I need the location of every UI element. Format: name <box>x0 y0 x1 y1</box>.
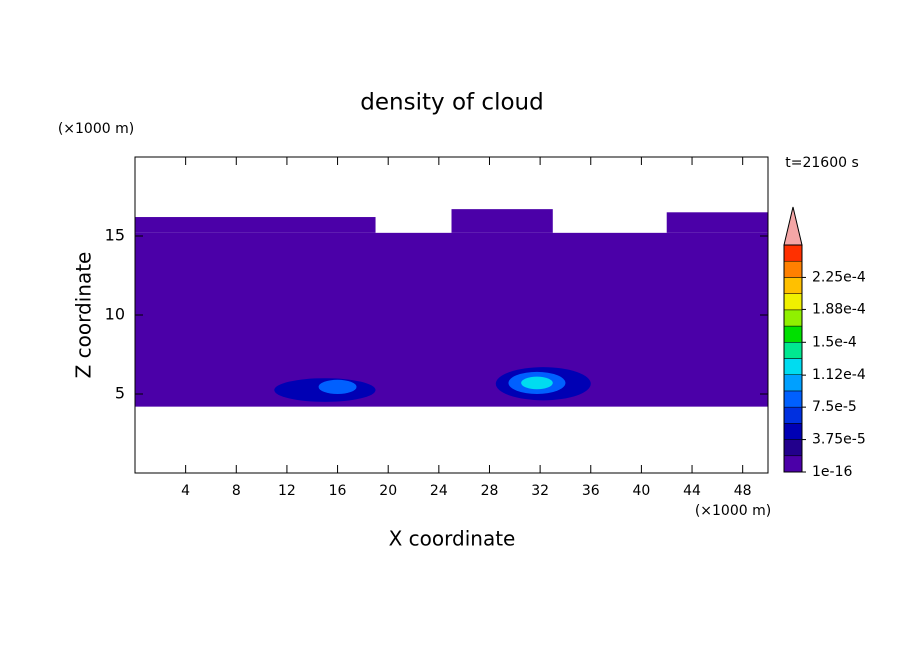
x-tick-label: 4 <box>181 483 190 499</box>
colorbar-tick-label: 1.5e-4 <box>812 334 857 350</box>
colorbar-tick-label: 1.12e-4 <box>812 367 866 383</box>
x-tick-label: 32 <box>531 483 549 499</box>
x-tick-label: 24 <box>430 483 448 499</box>
cloud-region <box>451 209 553 233</box>
density-blob <box>318 379 357 395</box>
colorbar-band <box>783 406 803 424</box>
colorbar-tick-label: 1.88e-4 <box>812 301 866 317</box>
colorbar-tick-label: 2.25e-4 <box>812 269 866 285</box>
x-tick-label: 8 <box>232 483 241 499</box>
colorbar-tick-label: 1e-16 <box>812 464 852 480</box>
colorbar-tick-label: 3.75e-5 <box>812 432 866 448</box>
cloud-region <box>135 217 376 233</box>
colorbar-frame <box>783 244 803 473</box>
x-axis-label: X coordinate <box>389 527 516 551</box>
x-tick-label: 16 <box>329 483 347 499</box>
colorbar-band <box>783 325 803 343</box>
colorbar-band <box>783 423 803 440</box>
x-tick-label: 36 <box>582 483 600 499</box>
colorbar-band <box>783 293 803 311</box>
colorbar-tick-label: 7.5e-5 <box>812 399 857 415</box>
colorbar-band <box>783 260 803 278</box>
y-tick-label: 10 <box>105 305 125 324</box>
cloud-region <box>666 212 768 233</box>
colorbar-band <box>783 244 803 262</box>
y-tick-label: 15 <box>105 226 125 245</box>
y-axis-label: Z coordinate <box>72 252 96 379</box>
x-tick-label: 48 <box>734 483 752 499</box>
colorbar-band <box>783 439 803 457</box>
colorbar-band <box>783 277 803 294</box>
annotation: t=21600 s <box>785 155 859 171</box>
colorbar-band <box>783 342 803 359</box>
y-unit: (×1000 m) <box>58 121 134 137</box>
colorbar-band <box>783 374 803 392</box>
x-tick-label: 44 <box>683 483 701 499</box>
colorbar-band <box>783 358 803 375</box>
colorbar-band <box>783 390 803 408</box>
x-tick-label: 40 <box>632 483 650 499</box>
colorbar-band <box>783 309 803 327</box>
chart-title: density of cloud <box>360 90 543 116</box>
cloud-region <box>135 232 768 407</box>
y-tick-label: 5 <box>115 384 125 403</box>
colorbar-extension <box>783 206 803 246</box>
x-tick-label: 28 <box>481 483 499 499</box>
x-tick-label: 20 <box>379 483 397 499</box>
x-tick-label: 12 <box>278 483 296 499</box>
density-blob <box>521 376 553 390</box>
colorbar-band <box>783 455 803 473</box>
x-unit: (×1000 m) <box>695 503 771 519</box>
